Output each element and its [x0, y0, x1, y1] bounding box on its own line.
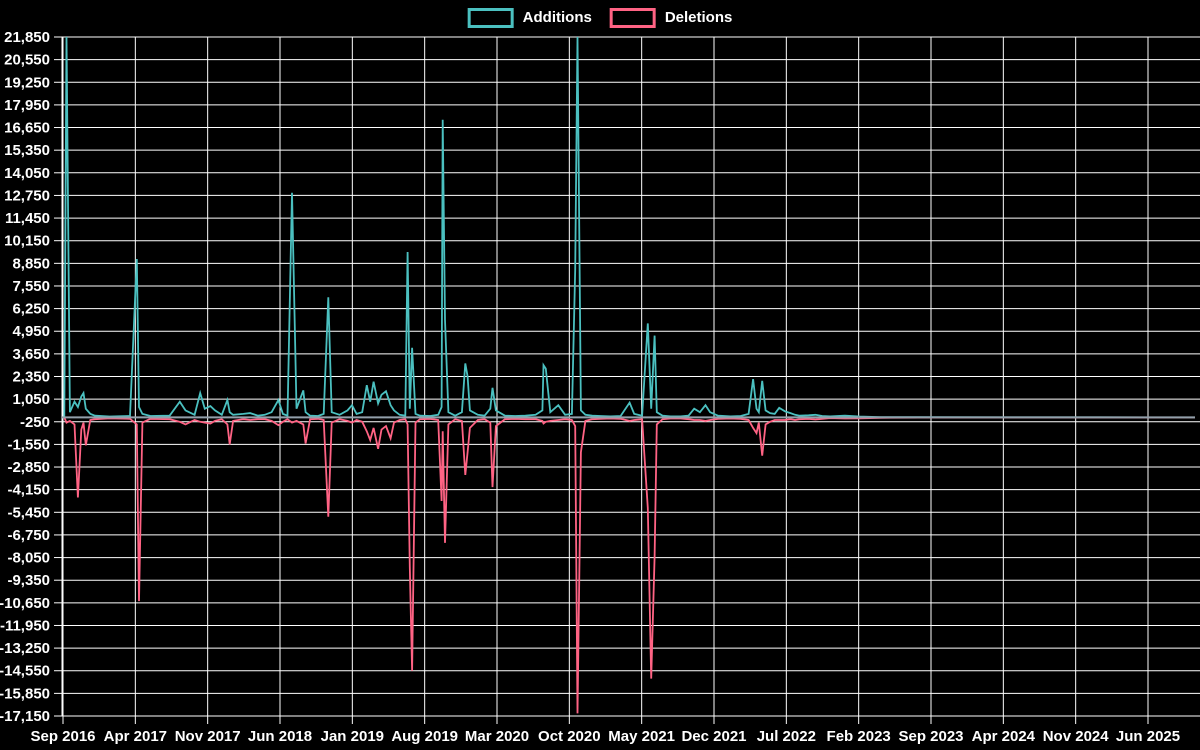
y-tick-label: 19,250: [4, 74, 50, 91]
y-tick-label: -250: [20, 414, 50, 431]
y-tick-label: 1,050: [12, 391, 50, 408]
x-tick-label: Nov 2024: [1043, 728, 1110, 745]
y-tick-label: -9,350: [7, 572, 50, 589]
y-tick-label: 16,650: [4, 120, 50, 137]
y-tick-label: -14,550: [0, 663, 50, 680]
y-tick-label: 2,350: [12, 369, 50, 386]
y-tick-label: 3,650: [12, 346, 50, 363]
y-tick-label: 7,550: [12, 278, 50, 295]
x-tick-label: Mar 2020: [465, 728, 529, 745]
y-tick-label: -15,850: [0, 685, 50, 702]
x-tick-label: Feb 2023: [827, 728, 891, 745]
y-tick-label: -2,850: [7, 459, 50, 476]
y-tick-label: -11,950: [0, 617, 50, 634]
y-tick-label: 20,550: [4, 52, 50, 69]
chart-legend: Additions Deletions: [467, 8, 733, 28]
y-tick-label: 21,850: [4, 29, 50, 46]
y-tick-label: 12,750: [4, 187, 50, 204]
y-tick-label: 6,250: [12, 301, 50, 318]
data-series: [62, 36, 1196, 714]
x-tick-label: Apr 2024: [972, 728, 1036, 745]
y-tick-label: 17,950: [4, 97, 50, 114]
y-tick-label: 11,450: [5, 210, 50, 227]
legend-item-deletions[interactable]: Deletions: [609, 8, 733, 28]
y-tick-label: 10,150: [4, 233, 50, 250]
x-tick-label: Aug 2019: [391, 728, 458, 745]
x-axis-labels: Sep 2016 Apr 2017 Nov 2017 Jun 2018 Jan 2019…: [30, 728, 1180, 745]
y-tick-label: -17,150: [0, 708, 50, 725]
x-tick-label: Sep 2023: [898, 728, 963, 745]
y-tick-label: 8,850: [12, 255, 50, 272]
deletions-line: [63, 416, 1196, 714]
legend-label-additions: Additions: [522, 9, 592, 26]
x-tick-label: May 2021: [608, 728, 675, 745]
y-tick-label: -6,750: [7, 527, 50, 544]
y-tick-label: 14,050: [4, 165, 50, 182]
y-tick-label: -5,450: [7, 504, 50, 521]
y-tick-label: 15,350: [4, 142, 50, 159]
y-tick-label: -10,650: [0, 595, 50, 612]
y-tick-label: -8,050: [7, 550, 50, 567]
axis-tick-marks: [54, 36, 1149, 724]
y-tick-label: -1,550: [7, 436, 50, 453]
additions-swatch-icon: [467, 8, 514, 28]
legend-item-additions[interactable]: Additions: [467, 8, 592, 28]
legend-label-deletions: Deletions: [664, 9, 733, 26]
y-tick-label: 4,950: [12, 323, 50, 340]
x-tick-label: Jul 2022: [757, 728, 816, 745]
x-tick-label: Jun 2018: [248, 728, 312, 745]
grid-lines: [61, 36, 1200, 717]
deletions-swatch-icon: [609, 8, 656, 28]
y-axis-labels: 21,850 20,550 19,250 17,950 16,650 15,350 14,0…: [0, 29, 50, 725]
additions-line: [63, 36, 1196, 419]
x-tick-label: Apr 2017: [104, 728, 167, 745]
x-tick-label: Nov 2017: [175, 728, 241, 745]
x-tick-label: Oct 2020: [538, 728, 601, 745]
y-tick-label: -13,250: [0, 640, 50, 657]
x-tick-label: Jun 2025: [1116, 728, 1180, 745]
x-tick-label: Sep 2016: [30, 728, 95, 745]
y-tick-label: -4,150: [7, 482, 50, 499]
x-tick-label: Dec 2021: [681, 728, 746, 745]
x-tick-label: Jan 2019: [321, 728, 384, 745]
